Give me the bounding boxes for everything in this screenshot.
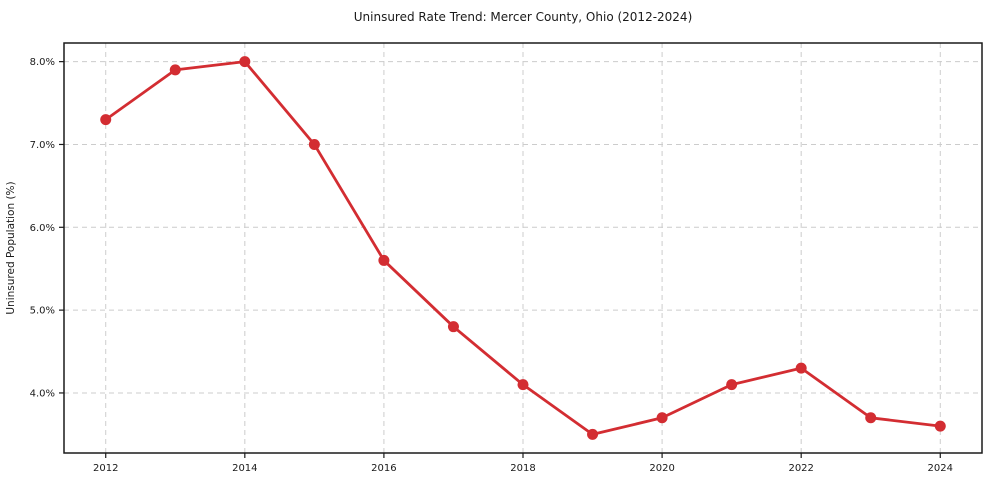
axis-ticks-group [59,61,941,458]
y-tick-label: 4.0% [30,388,55,399]
gridlines-group [64,43,982,453]
data-point [726,379,738,391]
y-tick-label: 7.0% [30,140,55,151]
x-tick-label: 2014 [232,463,257,474]
y-tick-label: 8.0% [30,57,55,68]
y-tick-label: 6.0% [30,223,55,234]
x-tick-label: 2018 [510,463,535,474]
data-point [308,138,320,150]
data-point [517,379,529,391]
data-point [100,114,112,126]
data-point [169,64,181,76]
y-axis-label: Uninsured Population (%) [5,181,17,314]
data-point [656,412,668,424]
chart-title: Uninsured Rate Trend: Mercer County, Ohi… [354,10,693,24]
data-point [865,412,877,424]
x-tick-label: 2016 [371,463,396,474]
x-tick-label: 2024 [928,463,953,474]
data-point [239,56,251,68]
x-tick-label: 2020 [649,463,674,474]
data-point [447,321,459,333]
data-point [795,362,807,374]
plot-border [63,42,983,454]
data-point [587,428,599,440]
tick-labels-group: 2012 2014 2016 2018 2020 2022 2024 4.0% 5.0% 6.0%… [30,57,953,474]
data-point [934,420,946,432]
plot-area-border [63,42,983,454]
data-points-group [100,56,946,440]
data-point [378,254,390,266]
y-tick-label: 5.0% [30,306,55,317]
x-tick-label: 2012 [93,463,118,474]
x-tick-label: 2022 [788,463,813,474]
